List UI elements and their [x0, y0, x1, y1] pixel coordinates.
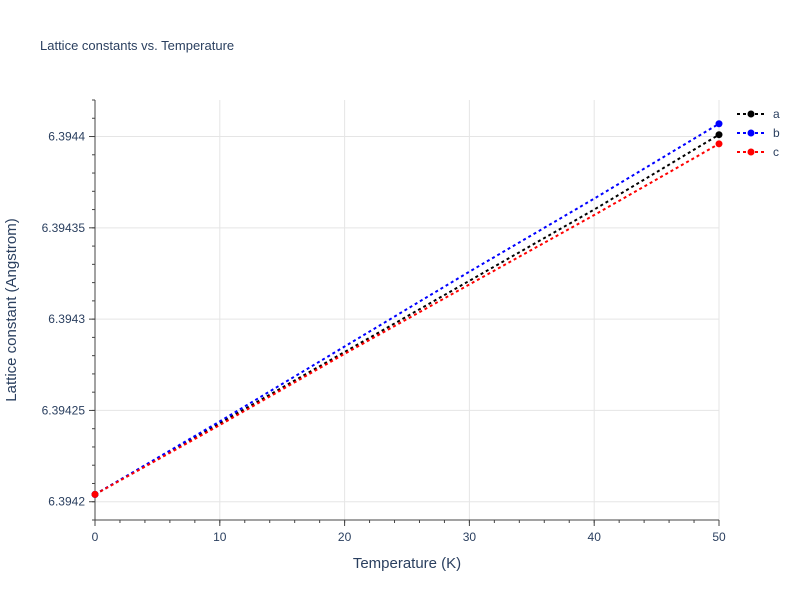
legend-marker-a	[747, 110, 755, 118]
series-line-b	[94, 122, 720, 496]
legend-item-a[interactable]: a	[737, 107, 780, 121]
axes: 0 10 20 30 40 50 6.3942 6.39425 6.3943 6.39435 6.3…	[42, 99, 726, 544]
legend-marker-b	[747, 129, 755, 137]
series-marker-start-c	[91, 490, 99, 498]
series-marker-end-b	[715, 120, 723, 128]
legend-label-a: a	[773, 107, 780, 121]
x-axis-title: Temperature (K)	[353, 555, 461, 572]
series-marker-end-a	[715, 131, 723, 139]
x-tick-label: 20	[338, 530, 352, 544]
y-tick-label: 6.3943	[48, 312, 85, 326]
legend-label-b: b	[773, 126, 780, 140]
legend-marker-c	[747, 148, 755, 156]
x-tick-label: 0	[92, 530, 99, 544]
grid-lines	[95, 100, 720, 520]
y-axis-title: Lattice constant (Angstrom)	[3, 218, 20, 401]
x-tick-label: 10	[213, 530, 227, 544]
legend-label-c: c	[773, 145, 779, 159]
y-tick-label: 6.39425	[42, 403, 86, 417]
x-tick-label: 50	[712, 530, 726, 544]
series-marker-end-c	[715, 140, 723, 148]
legend-item-c[interactable]: c	[737, 145, 779, 159]
x-tick-label: 30	[463, 530, 477, 544]
series-lines	[91, 120, 723, 498]
chart-title: Lattice constants vs. Temperature	[40, 38, 234, 53]
legend[interactable]: abc	[737, 107, 780, 159]
y-tick-label: 6.3944	[48, 130, 85, 144]
x-tick-label: 40	[588, 530, 602, 544]
y-tick-label: 6.39435	[42, 221, 86, 235]
series-line-c	[94, 142, 720, 496]
y-tick-label: 6.3942	[48, 495, 85, 509]
legend-item-b[interactable]: b	[737, 126, 780, 140]
